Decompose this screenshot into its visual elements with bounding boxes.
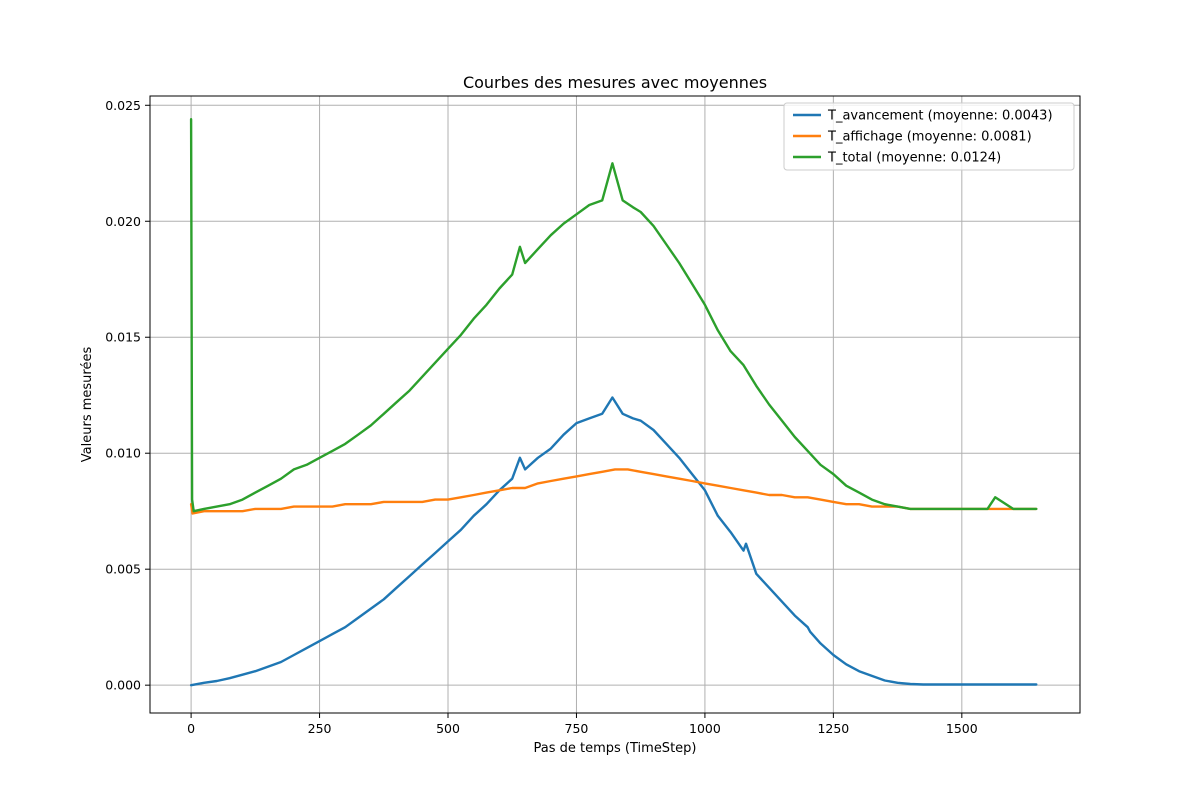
y-tick-label: 0.010 [105, 446, 141, 461]
legend-box [783, 102, 1075, 171]
grid [150, 96, 1080, 713]
x-tick-label: 250 [308, 721, 332, 736]
y-tick-label: 0.025 [105, 98, 141, 113]
legend-label-2: T_total (moyenne: 0.0124) [827, 151, 1001, 166]
y-tick-label: 0.000 [105, 678, 141, 693]
x-tick-label: 500 [436, 721, 460, 736]
x-tick-label: 1250 [817, 721, 849, 736]
series-line-2 [189, 117, 1038, 513]
x-tick-label: 0 [187, 721, 195, 736]
plot-frame [149, 95, 1081, 714]
legend-label-0: T_avancement (moyenne: 0.0043) [827, 109, 1053, 124]
series-line-1 [189, 468, 1038, 515]
y-tick-label: 0.020 [105, 214, 141, 229]
y-tick-label: 0.015 [105, 330, 141, 345]
series-line-0 [189, 396, 1038, 687]
y-axis-label: Valeurs mesurées [80, 347, 95, 463]
chart-title: Courbes des mesures avec moyennes [463, 73, 767, 92]
y-tick-label: 0.005 [105, 562, 141, 577]
series-group [189, 117, 1038, 687]
axis-ticks: 0 250 500 750 1000 1250 1500 0.000 0.005 0.010 0.0… [105, 98, 978, 736]
x-axis-label: Pas de temps (TimeStep) [534, 741, 697, 756]
legend-label-1: T_affichage (moyenne: 0.0081) [827, 130, 1032, 145]
x-tick-label: 1500 [946, 721, 978, 736]
x-tick-label: 750 [565, 721, 589, 736]
x-tick-label: 1000 [689, 721, 721, 736]
legend: T_avancement (moyenne: 0.0043) T_affichag… [783, 102, 1075, 171]
